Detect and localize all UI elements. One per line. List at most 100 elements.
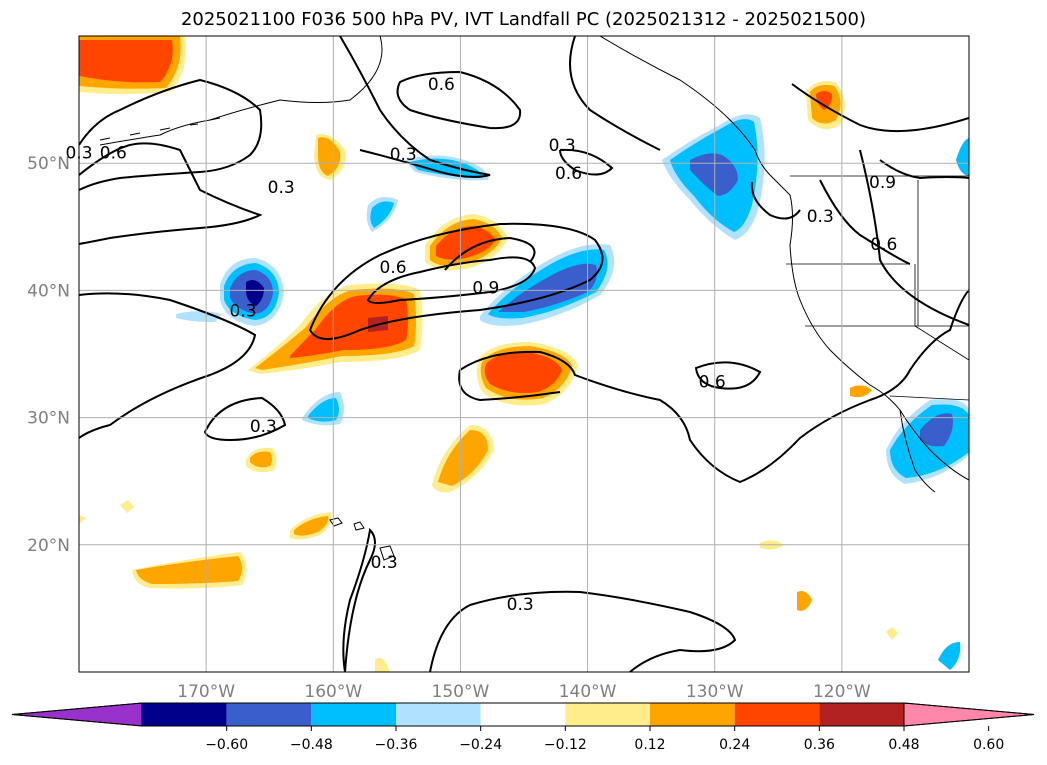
coast-hawaii-3 [379,545,395,561]
contour-label: 0.9 [869,173,896,193]
colorbar-tick-label: 0.60 [973,737,1004,753]
shade-spot-4 [797,591,812,611]
contour-label: 0.3 [250,417,277,437]
colorbar-swatch [819,703,904,726]
shade-nw-corner-red [79,40,173,83]
colorbar-extend-max [903,702,1035,727]
contour-0.3-south [79,292,257,439]
contour-0.3-loop [458,369,561,402]
shade-18n-pos2 [136,556,242,584]
contour-label: 0.9 [472,278,499,298]
colorbar-swatch [734,703,820,726]
contour-0.3-pnw [750,181,801,220]
colorbar-swatch [480,703,566,726]
colorbar-swatch [311,703,396,726]
contour-label: 0.3 [229,301,256,321]
shade-55n-pos3 [816,91,832,110]
shade-baja-neg3 [920,413,953,447]
shade-spot-5 [886,627,898,640]
contour-mid-0.6 [308,222,604,340]
contour-label: 0.6 [699,373,726,393]
lon-tick-label: 120°W [813,682,871,702]
contour-label: 0.3 [390,145,417,165]
contour-label: 0.6 [870,235,897,255]
contour-label: 0.6 [100,144,127,164]
contour-label: 0.3 [268,178,295,198]
contour-0.3-pnw2 [819,179,911,265]
contour-label: 0.6 [428,75,455,95]
longitude-labels: 170°W 160°W 150°W 140°W 130°W 120°W [177,682,871,702]
contour-label: 0.6 [555,164,582,184]
shade-right-blue [956,138,969,176]
chart-title: 2025021100 F036 500 hPa PV, IVT Landfall… [180,9,867,30]
contour-0.3-29n [203,396,287,442]
contour-north-0.6 [396,70,522,130]
contour-label: 0.3 [371,553,398,573]
latitude-labels: 20°N 30°N 40°N 50°N [27,154,70,556]
shade-33n-pos3 [484,352,562,393]
colorbar-tick-label: −0.12 [544,737,587,753]
coast-alaska-peninsula [99,36,383,146]
contour-label: 0.3 [507,595,534,615]
colorbar-tick-label: 0.12 [634,737,665,753]
contour-label: 0.3 [549,136,576,156]
shade-31n-blue2 [308,398,339,422]
border-nv [914,264,969,361]
colorbar-tick-label: 0.48 [888,737,919,753]
shade-spot-2 [79,515,86,524]
lat-tick-label: 50°N [27,154,70,174]
coast-bc [754,149,969,481]
colorbar-tick-label: −0.24 [459,737,502,753]
contour-mid-0.9 [366,256,537,304]
colorbar-extend-min [11,702,143,727]
shade-spot-7 [375,657,390,672]
coast-aleutians [99,117,221,141]
colorbar-swatch [650,703,735,726]
borders-layer [786,175,969,401]
contour-label: 0.3 [807,207,834,227]
contour-0.6-nw [791,83,969,133]
shade-40n-neg3 [498,263,597,312]
contour-0.3-middle [459,289,969,484]
border-us-mexico [889,395,969,401]
coast-hawaii-1 [329,517,343,527]
shade-43n-pos3 [436,226,496,260]
shade-bc-neg3 [690,153,738,196]
contour-0.6-east3 [859,149,969,326]
shade-27n-pos2 [438,430,488,486]
lat-tick-label: 40°N [27,281,70,301]
contour-0.3-south-long [342,527,376,672]
gridlines-layer [79,36,969,672]
contour-w-0.6 [79,78,263,191]
lon-tick-label: 140°W [559,682,617,702]
shade-spot-1 [120,500,134,513]
colorbar-swatch [226,703,312,726]
colorbar-tick-label: 0.36 [804,737,835,753]
map-frame [78,35,970,673]
shade-21n-pos2 [294,516,329,536]
colorbar: −0.60 −0.48 −0.36 −0.24 −0.12 0.12 0.24 0.36 0.4… [11,702,1035,753]
colorbar-swatch [142,703,227,726]
shade-166w-blob4 [246,280,264,306]
contour-0.3-se [429,590,737,672]
shade-27n-165w2 [250,451,272,468]
shade-40n-pos3 [290,294,408,358]
coast-baja [899,409,936,493]
colorbar-swatch [565,703,650,726]
shade-br-blue [938,642,961,670]
lon-tick-label: 150°W [432,682,490,702]
coast-alaska-gulf [599,36,756,151]
lat-tick-label: 30°N [27,409,70,429]
colorbar-tick-label: 0.24 [719,737,750,753]
lon-tick-label: 130°W [686,682,744,702]
colorbar-tick-label: −0.36 [375,737,418,753]
colorbar-swatch [396,703,481,726]
pv-shading-layer [79,36,969,672]
shade-spot-6 [850,385,872,398]
colorbar-tick-label: −0.60 [205,737,248,753]
shade-46n-blue2 [370,201,394,228]
lat-tick-label: 20°N [27,536,70,556]
coast-hawaii-2 [353,521,365,531]
colorbar-tick-label: −0.48 [290,737,333,753]
